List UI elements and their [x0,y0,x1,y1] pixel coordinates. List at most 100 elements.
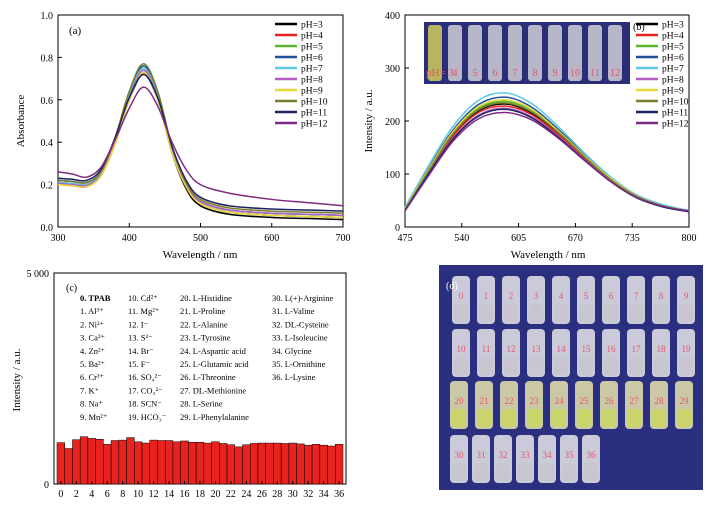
panel-c-y-label: Intensity / a.u. [11,348,23,411]
vial-liquid [454,304,468,322]
bar-11 [141,442,151,485]
legend-label: pH=6 [662,54,684,64]
panel-a: (a) 300 400 500 600 700 0.0 0.2 0.4 0.6 0.8 1.0 p… [15,11,351,261]
panel-b-tag: (b) [633,22,645,33]
legend-label: pH=9 [301,87,323,97]
vial-number: 5 [584,291,589,301]
panel-b-series [404,92,690,213]
bar-32 [304,444,313,485]
x-tick-label: 28 [272,489,282,500]
y-tick-label: 100 [385,170,400,181]
vial-liquid [629,304,643,322]
inset-vial [528,25,542,81]
legend-entry: 19. HCO₃⁻ [128,412,167,422]
vial-number: 19 [682,344,692,354]
panel-a-tag: (a) [69,25,82,37]
vial-liquid [554,357,568,375]
x-tick-label: 670 [568,233,583,244]
vial-liquid [629,357,643,375]
vial-number: 1 [484,291,489,301]
legend-entry: 2. Ni²⁺ [80,319,105,329]
panel-b-inset-photo: 4 5 6 7 8 9 10 11 12 pH= 3 [424,22,630,84]
legend-entry: 31. L-Valine [272,306,315,316]
vial-liquid [554,304,568,322]
panel-b: 475 540 605 670 735 800 0 100 200 300 400 4 5 6 7 8 9 1… [363,11,697,261]
series-line-pH-5 [404,100,690,212]
legend-entry: 3. Ca²⁺ [80,333,105,343]
vial-liquid [504,304,518,322]
legend-label: pH=3 [301,21,323,31]
vial-number: 32 [499,450,508,460]
vial-number: 27 [630,396,640,406]
legend-entry: 5. Ba²⁺ [80,359,105,369]
vial-liquid [679,357,693,375]
vial-liquid [479,357,493,375]
vial-liquid [602,409,616,427]
legend-entry: 36. L-Lysine [272,372,316,382]
vial-liquid [479,304,493,322]
legend-label: pH=10 [301,98,328,108]
legend-label: pH=8 [301,76,323,86]
inset-vial-number: 6 [493,68,498,79]
x-tick-label: 36 [334,489,344,500]
legend-entry: 26. L-Threonine [180,372,236,382]
vial-number: 3 [534,291,539,301]
x-tick-label: 475 [398,233,413,244]
legend-entry: 10. Cd²⁺ [128,293,158,303]
panel-b-legend: pH=3pH=4pH=5pH=6pH=7pH=8pH=9pH=10pH=11pH… [636,21,689,130]
bar-15 [172,441,181,485]
legend-label: pH=3 [662,21,684,31]
vial-number: 8 [659,291,664,301]
panel-c-tag: (c) [66,283,77,294]
legend-entry: 34. Glycine [272,346,312,356]
bar-10 [134,441,143,485]
panel-b-x-label: Wavelength / nm [511,249,586,261]
vial-liquid [579,304,593,322]
x-tick-label: 10 [133,489,143,500]
vial-number: 10 [457,344,467,354]
legend-entry: 16. SO₄²⁻ [128,372,162,382]
inset-vial [548,25,562,81]
vial-number: 12 [507,344,516,354]
x-tick-label: 20 [210,489,220,500]
legend-entry: 14. Br⁻ [128,346,154,356]
bar-6 [103,444,112,485]
bar-22 [226,444,236,485]
x-tick-label: 0 [58,489,63,500]
panel-a-y-ticks: 0.0 0.2 0.4 0.6 0.8 1.0 [41,11,62,234]
y-tick-label: 200 [385,117,400,128]
vial-number: 30 [455,450,465,460]
legend-entry: 27. DL-Methionine [180,385,246,395]
x-tick-label: 32 [303,489,313,500]
y-tick-label: 0 [395,223,400,234]
x-tick-label: 12 [149,489,159,500]
vial-number: 36 [587,450,597,460]
y-tick-label: 1.0 [41,11,54,22]
legend-entry: 13. S²⁻ [128,333,153,343]
series-line-pH-11 [57,73,344,212]
x-tick-label: 8 [120,489,125,500]
vial-liquid [577,409,591,427]
vial-number: 18 [657,344,667,354]
inset-vial [448,25,462,81]
bar-30 [288,442,297,485]
bar-3 [79,436,89,485]
legend-entry: 29. L-Phenylalanine [180,412,249,422]
legend-entry: 11. Mg²⁺ [128,306,160,316]
vial-number: 21 [480,396,489,406]
panel-b-y-label: Intensity / a.u. [363,89,375,152]
vial-number: 28 [655,396,665,406]
bar-31 [296,443,305,485]
vial-liquid [552,409,566,427]
y-tick-label: 0.4 [41,138,54,149]
bar-9 [126,437,135,485]
bar-21 [219,443,228,485]
x-tick-label: 605 [511,233,526,244]
inset-vial-number: 8 [533,68,538,79]
legend-entry: 4. Zn²⁺ [80,346,105,356]
x-tick-label: 26 [257,489,267,500]
x-tick-label: 24 [241,489,251,500]
inset-ph-label: pH= 3 [426,67,454,79]
bar-12 [149,439,158,485]
panel-a-series [57,63,344,221]
